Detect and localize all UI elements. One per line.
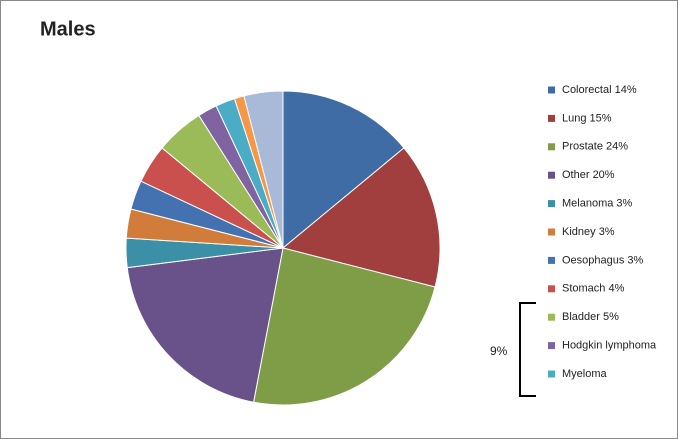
- legend-swatch: [548, 313, 555, 321]
- legend-swatch: [548, 171, 555, 179]
- legend-swatch: [548, 86, 555, 94]
- legend-label: Bladder 5%: [562, 311, 619, 323]
- bracket: [519, 302, 536, 397]
- legend-label: Stomach 4%: [562, 283, 625, 295]
- pie-slice: [281, 147, 441, 288]
- legend-label: Lung 15%: [562, 112, 612, 124]
- legend-swatch: [548, 342, 555, 350]
- legend-label: Kidney 3%: [562, 226, 615, 238]
- legend-swatch: [548, 285, 555, 293]
- legend-label: Prostate 24%: [562, 141, 628, 153]
- pie-slice: [282, 90, 405, 250]
- legend-label: Oesophagus 3%: [562, 254, 644, 266]
- legend-label: Colorectal 14%: [562, 84, 637, 96]
- legend-label: Hodgkin lymphoma: [562, 340, 657, 352]
- legend-swatch: [548, 228, 555, 236]
- legend-swatch: [548, 256, 555, 264]
- legend-swatch: [548, 114, 555, 122]
- legend-label: Melanoma 3%: [562, 198, 633, 210]
- legend-swatch: [548, 370, 555, 378]
- annotation: 9%: [490, 344, 508, 358]
- legend-label: Other 20%: [562, 169, 615, 181]
- pie-slice: [243, 90, 284, 249]
- pie-slice: [252, 247, 436, 406]
- legend-label: Myeloma: [562, 368, 608, 380]
- legend-swatch: [548, 143, 555, 151]
- legend-swatch: [548, 200, 555, 208]
- chart-title: Males: [40, 18, 96, 40]
- pie-slice: [126, 247, 284, 403]
